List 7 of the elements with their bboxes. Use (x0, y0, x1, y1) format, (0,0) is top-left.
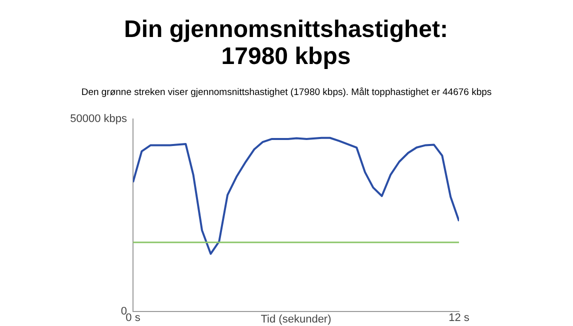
y-tick-label: 50000 kbps (70, 113, 128, 126)
x-axis-title: Tid (sekunder) (260, 313, 332, 326)
chart-subtitle: Den grønne streken viser gjennomsnittshastighet (17980 kbps). Målt topphastighet er 44676 kbps (80, 87, 493, 98)
chart-title: Din gjennomsnittshastighet: 17980 kbps (123, 16, 449, 70)
x-tick-label: 12 s (448, 312, 470, 324)
y-tick-label: 0 (120, 306, 127, 318)
x-tick-label: 0 s (126, 312, 141, 324)
